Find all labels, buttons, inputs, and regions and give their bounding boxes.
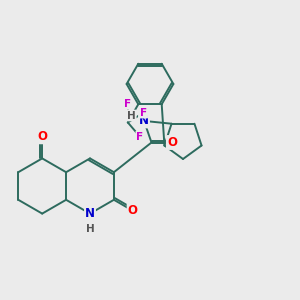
Text: H: H: [85, 224, 94, 234]
Text: N: N: [85, 207, 95, 220]
Text: F: F: [140, 108, 147, 118]
Text: O: O: [128, 204, 138, 217]
Text: H: H: [127, 110, 136, 121]
Text: O: O: [167, 136, 177, 149]
Text: N: N: [139, 114, 149, 128]
Text: F: F: [136, 132, 143, 142]
Text: F: F: [124, 99, 131, 109]
Text: O: O: [37, 130, 47, 143]
